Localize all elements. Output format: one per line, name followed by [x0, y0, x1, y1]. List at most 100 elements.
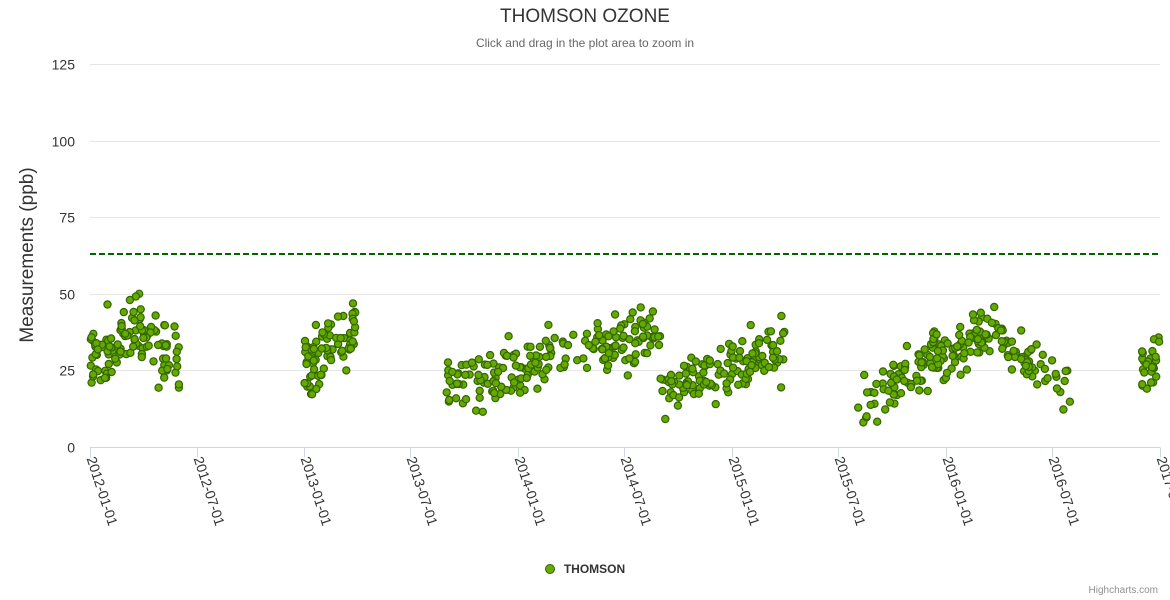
data-point[interactable] [135, 322, 145, 331]
data-point[interactable] [699, 368, 708, 377]
data-point[interactable] [777, 311, 786, 321]
data-point[interactable] [917, 358, 926, 367]
data-point[interactable] [745, 367, 755, 377]
data-point[interactable] [870, 388, 879, 397]
data-point[interactable] [906, 382, 916, 392]
data-point[interactable] [768, 353, 778, 362]
data-point[interactable] [129, 307, 138, 317]
data-point[interactable] [679, 361, 689, 370]
data-point[interactable] [691, 357, 701, 366]
data-point[interactable] [160, 321, 170, 330]
data-point[interactable] [1032, 380, 1042, 389]
data-point[interactable] [311, 320, 321, 330]
data-point[interactable] [860, 370, 869, 380]
data-point[interactable] [560, 360, 569, 369]
data-point[interactable] [1032, 340, 1041, 349]
data-point[interactable] [139, 333, 148, 343]
data-point[interactable] [159, 373, 169, 382]
data-point[interactable] [544, 320, 553, 330]
data-point[interactable] [582, 363, 592, 373]
data-point[interactable] [915, 351, 924, 360]
data-point[interactable] [972, 325, 982, 335]
data-point[interactable] [604, 332, 613, 341]
data-point[interactable] [483, 360, 492, 370]
data-point[interactable] [136, 305, 145, 314]
data-point[interactable] [594, 330, 604, 340]
data-point[interactable] [1151, 352, 1160, 361]
data-point[interactable] [442, 388, 451, 397]
data-point[interactable] [902, 341, 912, 351]
data-point[interactable] [658, 386, 667, 396]
data-point[interactable] [748, 349, 757, 358]
data-point[interactable] [144, 341, 153, 350]
data-point[interactable] [1137, 380, 1147, 389]
data-point[interactable] [137, 352, 146, 362]
data-point[interactable] [1146, 378, 1156, 387]
data-point[interactable] [1060, 376, 1069, 386]
data-point[interactable] [309, 356, 318, 365]
data-point[interactable] [174, 380, 184, 389]
legend-item-thomson[interactable]: THOMSON [544, 562, 625, 576]
data-point[interactable] [987, 318, 997, 327]
data-point[interactable] [1043, 374, 1052, 383]
data-point[interactable] [485, 350, 495, 360]
data-point[interactable] [694, 389, 704, 398]
data-point[interactable] [884, 386, 893, 395]
data-point[interactable] [116, 347, 125, 356]
data-point[interactable] [172, 362, 182, 371]
data-point[interactable] [964, 338, 973, 347]
data-point[interactable] [932, 330, 941, 339]
data-point[interactable] [550, 333, 559, 343]
data-point[interactable] [106, 334, 116, 343]
data-point[interactable] [120, 329, 130, 338]
data-point[interactable] [541, 352, 551, 362]
data-point[interactable] [768, 340, 778, 350]
data-point[interactable] [956, 370, 965, 379]
data-point[interactable] [1021, 361, 1031, 371]
credits-link[interactable]: Highcharts.com [1088, 585, 1158, 596]
data-point[interactable] [161, 354, 171, 363]
data-point[interactable] [579, 354, 588, 363]
data-point[interactable] [509, 378, 519, 387]
data-point[interactable] [656, 374, 665, 383]
data-point[interactable] [932, 354, 942, 363]
data-point[interactable] [900, 365, 909, 375]
data-point[interactable] [758, 351, 767, 361]
data-point[interactable] [878, 367, 888, 376]
data-point[interactable] [646, 341, 655, 350]
data-point[interactable] [873, 417, 882, 426]
data-point[interactable] [962, 365, 972, 374]
data-point[interactable] [772, 347, 782, 356]
data-point[interactable] [734, 380, 743, 389]
data-point[interactable] [862, 412, 871, 421]
data-point[interactable] [113, 340, 122, 349]
data-point[interactable] [943, 339, 952, 348]
data-point[interactable] [131, 292, 141, 301]
data-point[interactable] [130, 334, 139, 344]
data-point[interactable] [593, 319, 602, 328]
data-point[interactable] [1147, 363, 1157, 372]
data-point[interactable] [892, 375, 902, 384]
data-point[interactable] [301, 343, 310, 352]
data-point[interactable] [307, 390, 317, 399]
data-point[interactable] [1137, 347, 1147, 356]
data-point[interactable] [735, 353, 744, 362]
data-point[interactable] [1038, 350, 1048, 359]
data-point[interactable] [623, 371, 633, 380]
data-point[interactable] [610, 310, 620, 319]
data-point[interactable] [504, 332, 513, 341]
data-point[interactable] [625, 354, 634, 363]
data-point[interactable] [626, 315, 635, 324]
data-point[interactable] [881, 405, 890, 414]
data-point[interactable] [545, 343, 555, 353]
data-point[interactable] [705, 356, 715, 365]
data-point[interactable] [716, 344, 725, 354]
data-point[interactable] [682, 380, 692, 390]
data-point[interactable] [912, 376, 922, 385]
data-point[interactable] [522, 373, 532, 383]
data-point[interactable] [323, 319, 333, 328]
data-point[interactable] [762, 335, 772, 345]
data-point[interactable] [976, 308, 986, 317]
data-point[interactable] [598, 345, 607, 354]
